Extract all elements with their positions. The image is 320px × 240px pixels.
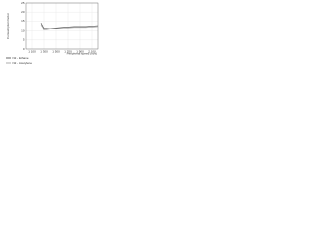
x-tick-label: 1 100 [28,49,36,53]
series-line [40,24,99,31]
legend-label: N2 - Ethane [13,56,29,60]
y-tick-label: 25 [21,1,25,5]
x-tick-label: 1 500 [52,49,60,53]
y-tick-label: 5 [23,38,25,42]
page: {"chart_data": { "type": "line", "x_labe… [0,0,100,71]
series-line [40,23,99,30]
y-tick-label: 20 [21,10,25,14]
chart: Consumption factor Peripheral speed (m/s… [6,1,99,65]
y-tick-label: 0 [23,47,25,51]
x-tick-label: 1 900 [76,49,84,53]
legend-label: N2 - Acetylene [13,61,33,65]
x-tick-label: 2 100 [88,49,96,53]
x-tick-label: 1 300 [40,49,48,53]
x-axis-label: Peripheral speed (m/s) [67,51,97,55]
y-axis-label: Consumption factor [6,13,10,39]
y-tick-label: 15 [21,19,25,23]
x-tick-label: 1 700 [64,49,72,53]
plot-frame [25,2,99,50]
y-tick-label: 10 [21,28,25,32]
